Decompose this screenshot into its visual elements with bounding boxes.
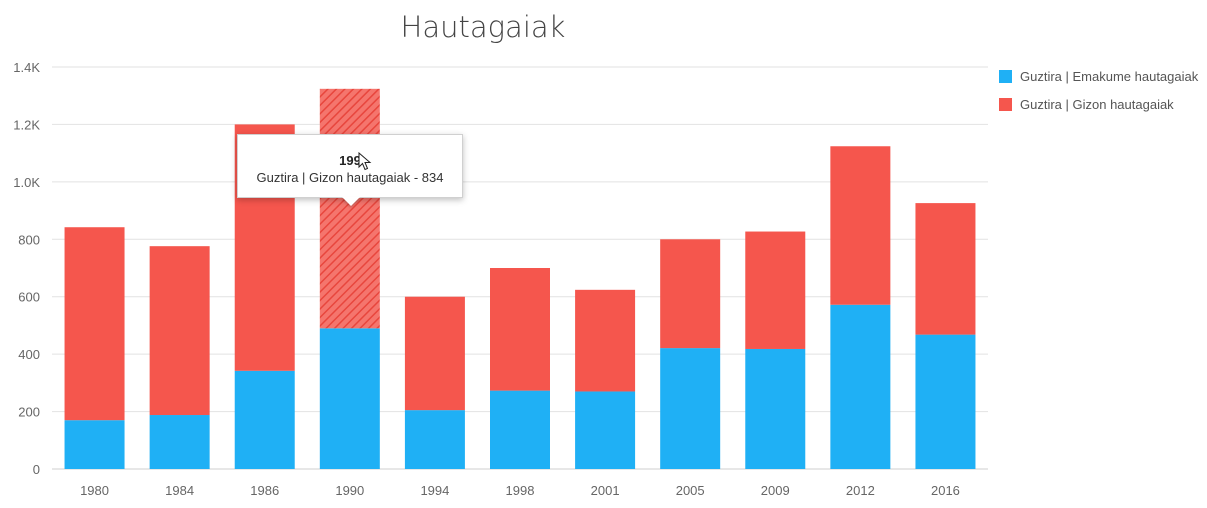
bar-2001-series-0 [575,391,636,469]
x-tick-label: 2001 [591,483,620,498]
x-tick-label: 1984 [165,483,194,498]
legend-swatch [999,70,1012,83]
x-tick-label: 1998 [506,483,535,498]
legend-label: Guztira | Emakume hautagaiak [1020,69,1199,84]
x-tick-label: 2016 [931,483,960,498]
x-tick-label: 2012 [846,483,875,498]
bar-1984-series-1 [149,246,210,416]
y-tick-label: 600 [18,290,40,305]
bar-1986-series-0 [234,370,295,469]
tooltip-title: 199 [339,153,361,168]
y-axis: 0 200 400 600 800 1.0K 1.2K 1.4K [13,60,40,477]
x-tick-label: 1990 [335,483,364,498]
bar-1994-series-1 [404,296,465,411]
y-tick-label: 1.2K [13,117,40,132]
y-tick-label: 800 [18,232,40,247]
x-tick-label: 2009 [761,483,790,498]
bar-1984-series-0 [149,415,210,469]
bar-1980-series-1 [64,227,125,421]
bar-2016-series-1 [915,203,976,335]
bar-1990-series-1 [319,88,380,329]
chart-title: Hautagaiak [401,10,566,44]
bar-2005-series-1 [660,239,721,349]
y-tick-label: 0 [33,462,40,477]
y-tick-label: 1.4K [13,60,40,75]
y-tick-label: 200 [18,405,40,420]
x-tick-label: 2005 [676,483,705,498]
bar-2012-series-1 [830,146,891,305]
legend: Guztira | Emakume hautagaiak Guztira | Gi… [999,69,1199,112]
bar-1994-series-0 [404,410,465,469]
bar-2012-series-0 [830,304,891,469]
bar-2016-series-0 [915,334,976,469]
x-tick-label: 1980 [80,483,109,498]
tooltip-arrow [342,197,360,206]
bar-2001-series-1 [575,289,636,392]
y-tick-label: 1.0K [13,175,40,190]
bar-1980-series-0 [64,420,125,469]
x-axis: 1980 1984 1986 1990 1994 1998 2001 2005 2009 2012… [80,483,960,498]
x-tick-label: 1986 [250,483,279,498]
tooltip: 199 Guztira | Gizon hautagaiak - 834 [237,134,463,206]
y-tick-label: 400 [18,347,40,362]
mouse-pointer-icon [358,152,372,171]
x-tick-label: 1994 [420,483,449,498]
bars [64,88,976,469]
bar-1990-series-0 [319,328,380,469]
bar-1998-series-1 [490,268,550,391]
bar-2009-series-0 [745,348,806,469]
legend-label: Guztira | Gizon hautagaiak [1020,97,1174,112]
tooltip-text: Guztira | Gizon hautagaiak - 834 [256,170,444,185]
legend-swatch [999,98,1012,111]
bar-2005-series-0 [660,348,721,469]
bar-1998-series-0 [490,390,550,469]
bar-2009-series-1 [745,231,806,349]
